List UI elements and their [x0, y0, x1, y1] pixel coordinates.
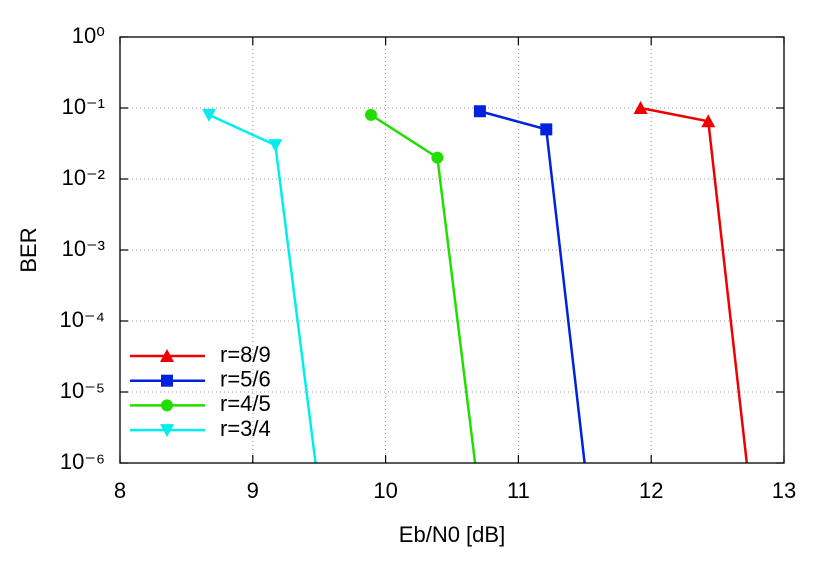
marker	[587, 528, 599, 540]
marker	[161, 399, 173, 412]
series-line	[640, 106, 749, 463]
marker	[160, 349, 174, 362]
marker	[364, 108, 377, 121]
x-tick-label: 8	[114, 478, 126, 503]
series-line	[479, 110, 586, 463]
y-axis-label: BER	[16, 227, 41, 272]
legend-label: r=8/9	[220, 342, 271, 367]
marker	[473, 105, 486, 118]
marker	[701, 114, 716, 128]
y-tick-label: 10⁻¹	[62, 94, 105, 119]
x-tick-label: 11	[507, 478, 530, 503]
legend-label: r=3/4	[220, 416, 271, 441]
series-line	[370, 113, 477, 463]
marker	[160, 424, 174, 438]
y-tick-label: 10⁻³	[62, 236, 105, 261]
legend-label: r=4/5	[220, 391, 271, 416]
y-tick-label: 10⁻⁶	[60, 449, 105, 474]
legend-label: r=5/6	[220, 367, 271, 392]
y-tick-label: 10⁻²	[62, 165, 105, 190]
marker	[161, 374, 173, 387]
x-tick-label: 13	[772, 478, 796, 503]
marker	[268, 139, 283, 153]
series-line	[208, 113, 317, 463]
x-tick-label: 10	[373, 478, 397, 503]
y-tick-label: 10⁻⁵	[60, 378, 105, 403]
x-tick-label: 12	[639, 478, 663, 503]
marker	[201, 108, 216, 122]
marker	[540, 123, 553, 136]
marker	[748, 527, 762, 540]
y-tick-label: 10⁰	[72, 23, 105, 48]
marker	[431, 151, 444, 164]
marker	[633, 101, 648, 114]
x-tick-label: 9	[247, 478, 259, 503]
x-axis-label: Eb/N0 [dB]	[399, 522, 505, 547]
marker	[318, 528, 332, 541]
y-tick-label: 10⁻⁴	[59, 307, 105, 332]
